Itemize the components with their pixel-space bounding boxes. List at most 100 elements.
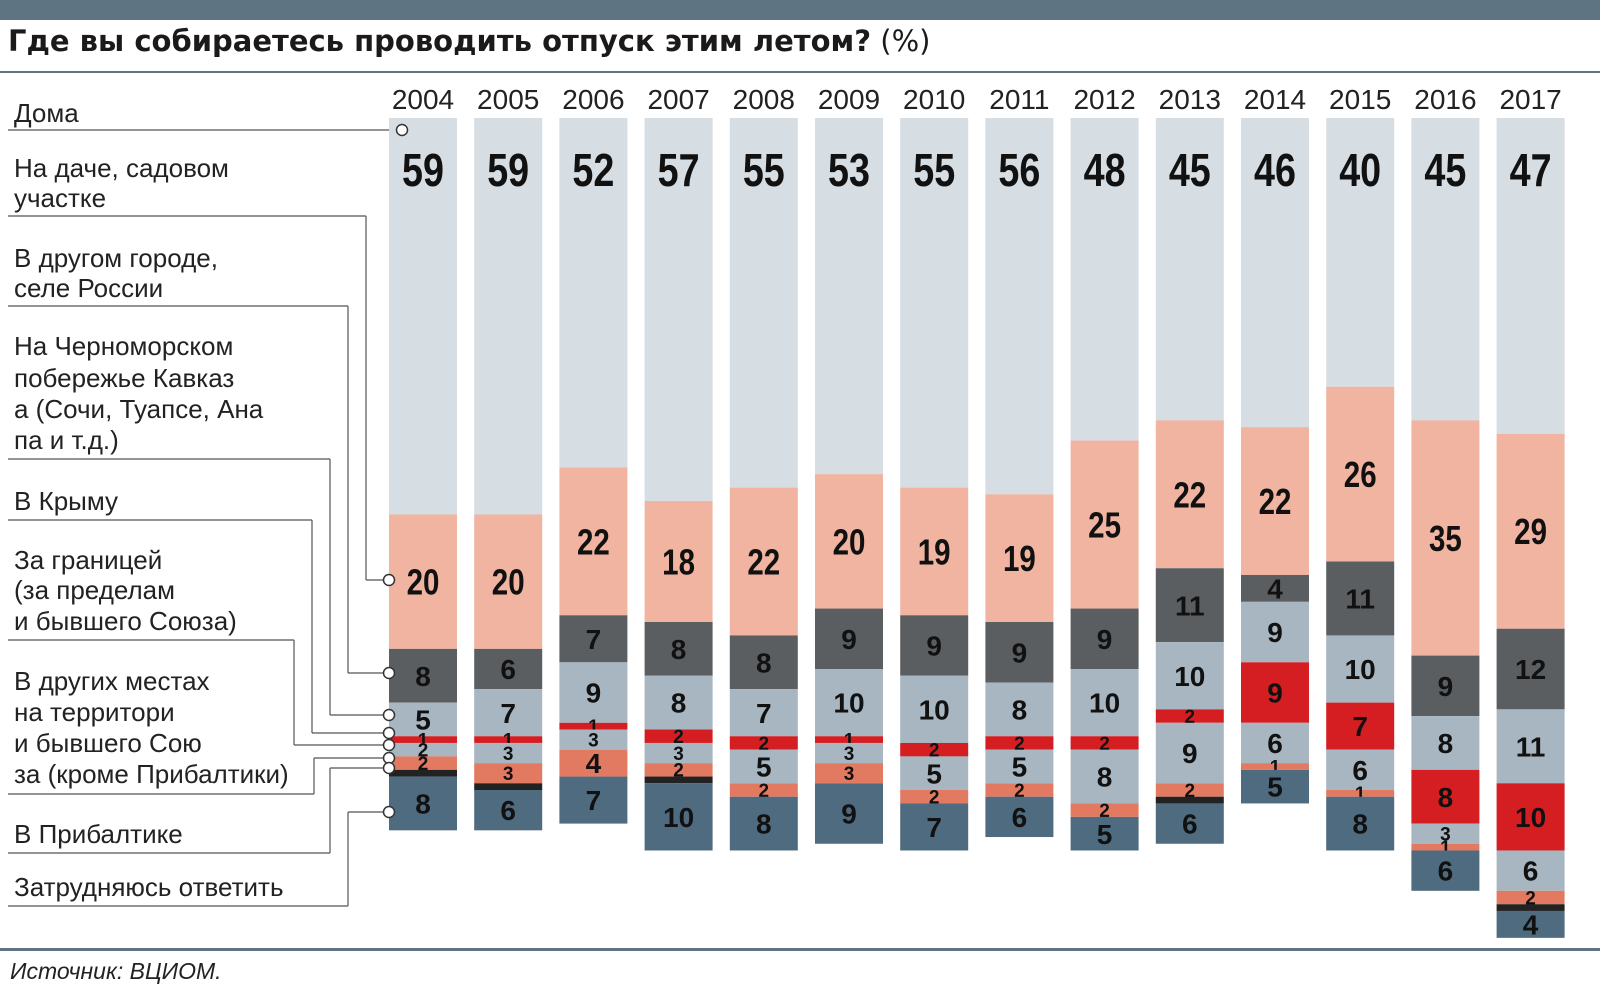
- bar-segment-2011-1: [985, 118, 1054, 495]
- bar-segment-2010-7: [900, 790, 969, 804]
- data-label-2016-3: 9: [1438, 671, 1454, 702]
- data-label-2015-4: 10: [1345, 654, 1376, 685]
- data-label-2014-2: 22: [1259, 481, 1292, 521]
- bar-segment-2011-7: [985, 783, 1054, 797]
- year-label-2009: 2009: [818, 84, 880, 115]
- bar-segment-2015-3: [1326, 561, 1395, 636]
- data-label-2005-2: 20: [492, 562, 525, 602]
- bar-segment-2013-5: [1155, 709, 1224, 723]
- bar-segment-2013-4: [1155, 642, 1224, 710]
- data-label-2012-1: 48: [1084, 144, 1126, 195]
- data-label-2016-7: 1: [1440, 838, 1451, 859]
- bar-segment-2007-5: [644, 729, 713, 743]
- data-label-2009-4: 10: [833, 688, 864, 719]
- data-label-2017-6: 6: [1523, 856, 1539, 887]
- data-label-2006-7: 4: [586, 748, 602, 779]
- data-label-2004-5: 1: [418, 730, 429, 751]
- data-label-2012-4: 10: [1089, 688, 1120, 719]
- data-label-2005-9: 6: [500, 795, 516, 826]
- bar-segment-2006-2: [559, 467, 628, 616]
- data-label-2010-1: 55: [913, 144, 955, 195]
- data-label-2008-1: 55: [743, 144, 785, 195]
- bar-segment-2015-1: [1326, 118, 1395, 387]
- bar-segment-2014-2: [1241, 427, 1309, 575]
- bar-segment-2008-3: [729, 635, 798, 690]
- year-labels-group: 2004 2005 2006 2007 2008 2009 2010 2011 2012 2013…: [392, 84, 1562, 115]
- bar-segment-2009-5: [815, 736, 883, 743]
- bar-segment-2015-2: [1326, 386, 1395, 562]
- bar-segment-2016-4: [1411, 716, 1480, 770]
- year-label-2017: 2017: [1499, 84, 1561, 115]
- data-label-2013-4: 10: [1174, 661, 1205, 692]
- legend-marker-6: [382, 738, 396, 752]
- bar-segment-2004-2: [389, 514, 457, 649]
- bar-segment-2016-9: [1411, 850, 1480, 891]
- data-label-2017-2: 29: [1514, 511, 1547, 551]
- data-label-2004-6: 2: [418, 741, 429, 762]
- data-label-2010-7: 2: [929, 788, 940, 809]
- data-label-2009-6: 3: [844, 744, 855, 765]
- bar-segment-2016-6: [1411, 823, 1480, 844]
- data-label-2007-5: 2: [673, 727, 684, 748]
- bar-segment-2013-2: [1155, 420, 1224, 569]
- data-label-2005-7: 3: [503, 764, 514, 785]
- data-label-2004-4: 5: [415, 705, 431, 736]
- data-label-2006-2: 22: [577, 522, 610, 562]
- data-label-2005-3: 6: [500, 654, 516, 685]
- year-label-2012: 2012: [1073, 84, 1135, 115]
- legend-marker-9: [382, 805, 396, 819]
- data-label-2011-6: 5: [1012, 752, 1028, 783]
- legend-label-7-line-3: и бывшего Сою: [14, 728, 202, 758]
- bar-segment-2012-5: [1070, 736, 1139, 750]
- bar-segment-2008-5: [729, 736, 798, 750]
- data-label-2011-3: 9: [1012, 637, 1028, 668]
- bar-segment-2008-7: [729, 783, 798, 797]
- bar-segment-2014-6: [1241, 722, 1309, 764]
- data-label-2011-9: 6: [1012, 802, 1028, 833]
- bar-segment-2014-5: [1241, 662, 1309, 723]
- bar-segment-2011-4: [985, 682, 1054, 737]
- bar-segment-2012-3: [1070, 608, 1139, 670]
- bar-segment-2017-8: [1496, 904, 1565, 911]
- data-label-2009-3: 9: [841, 624, 857, 655]
- legend-label-3-line-1: В другом городе,: [14, 243, 218, 273]
- bar-segment-2012-9: [1070, 816, 1139, 851]
- bar-segment-2012-4: [1070, 669, 1139, 737]
- data-label-2006-1: 52: [572, 144, 614, 195]
- bar-segment-2015-6: [1326, 749, 1395, 790]
- data-label-2013-3: 11: [1175, 590, 1205, 621]
- data-label-2013-2: 22: [1173, 474, 1206, 514]
- data-label-2016-9: 6: [1438, 856, 1454, 887]
- data-label-2011-5: 2: [1014, 734, 1025, 755]
- data-label-2013-1: 45: [1169, 144, 1211, 195]
- bars-group: 5920851228592067133652227913475718882321…: [389, 118, 1565, 940]
- title-divider: [0, 71, 1600, 73]
- data-label-2014-5: 9: [1267, 678, 1283, 709]
- legend-label-2-line-2: участке: [14, 183, 106, 213]
- legend-label-6-line-1: За границей: [14, 545, 162, 575]
- data-label-2017-9: 4: [1523, 909, 1539, 940]
- data-label-2015-9: 8: [1352, 809, 1368, 840]
- data-label-2007-3: 8: [671, 634, 687, 665]
- bar-segment-2007-3: [644, 622, 713, 676]
- bar-segment-2007-4: [644, 675, 713, 730]
- data-label-2005-4: 7: [500, 698, 516, 729]
- bar-segment-2005-6: [474, 742, 543, 764]
- legend-label-3-line-2: селе России: [14, 273, 163, 303]
- data-label-2015-6: 6: [1352, 755, 1368, 786]
- bar-segment-2014-7: [1241, 763, 1309, 770]
- legend-marker-4: [382, 708, 396, 722]
- year-label-2016: 2016: [1414, 84, 1476, 115]
- legend-label-4-line-1: На Черноморском: [14, 331, 233, 361]
- bar-segment-2012-2: [1070, 440, 1139, 609]
- data-label-2005-5: 1: [503, 730, 514, 751]
- legend-marker-2: [382, 573, 396, 587]
- data-label-2017-3: 12: [1515, 654, 1546, 685]
- bar-segment-2005-9: [474, 790, 543, 831]
- bar-segment-2005-5: [474, 736, 543, 743]
- bar-segment-2012-7: [1070, 803, 1139, 817]
- bar-segment-2016-5: [1411, 769, 1480, 824]
- legend-marker-8: [382, 761, 396, 775]
- bar-segment-2005-7: [474, 763, 543, 784]
